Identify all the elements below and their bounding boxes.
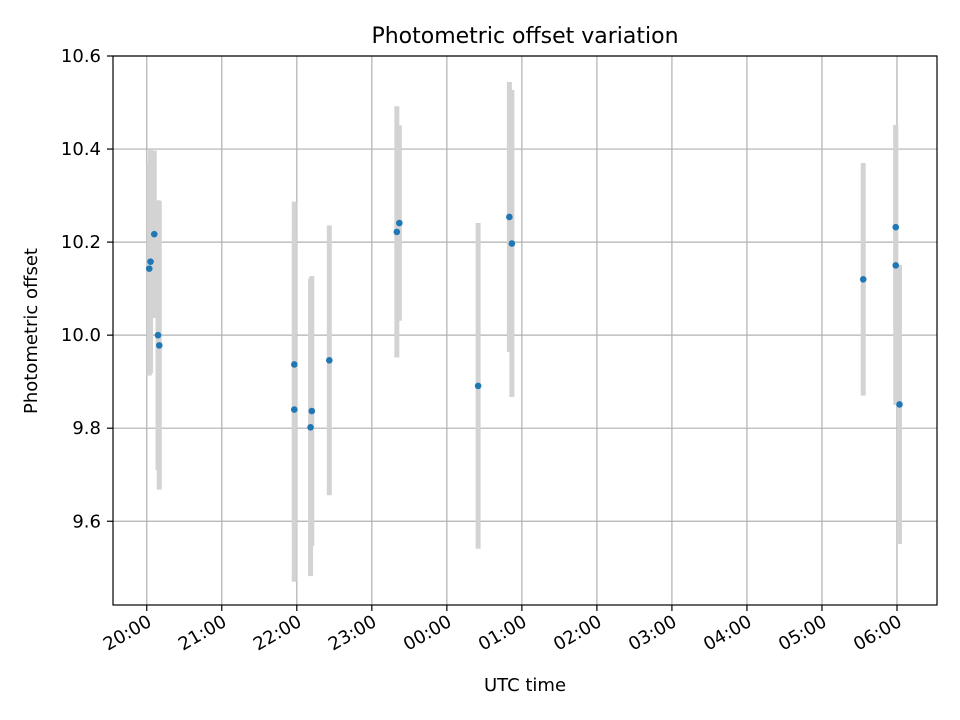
y-tick-label: 10.4 [61, 139, 101, 160]
y-axis-label: Photometric offset [21, 248, 42, 414]
y-tick-label: 10.6 [61, 46, 101, 67]
data-point [147, 258, 154, 265]
data-point [892, 262, 900, 269]
y-tick-label: 9.6 [72, 511, 101, 532]
grid [113, 55, 937, 605]
x-axis-label: UTC time [484, 675, 566, 696]
data-point [474, 382, 482, 390]
plot-frame [112, 55, 938, 606]
data-point [155, 342, 163, 349]
data-points [145, 213, 903, 431]
data-point [154, 331, 162, 339]
y-tick-label: 9.8 [72, 418, 101, 439]
data-point [508, 240, 516, 247]
data-point [307, 423, 314, 431]
data-point [326, 356, 333, 364]
y-tick-label: 10.0 [61, 325, 101, 346]
data-point [145, 265, 153, 272]
y-tick-label: 10.2 [61, 232, 101, 253]
data-point [506, 213, 513, 221]
data-point [896, 401, 903, 408]
y-axis: 9.6 9.8 10.0 10.2 10.4 10.6 [61, 46, 113, 532]
data-point [308, 407, 316, 415]
data-point [393, 228, 401, 236]
data-point [859, 276, 867, 283]
data-point [150, 230, 158, 238]
data-point [892, 223, 900, 231]
data-point [291, 406, 298, 413]
data-point [291, 361, 298, 368]
data-point [396, 219, 403, 227]
chart-title: Photometric offset variation [371, 24, 678, 49]
